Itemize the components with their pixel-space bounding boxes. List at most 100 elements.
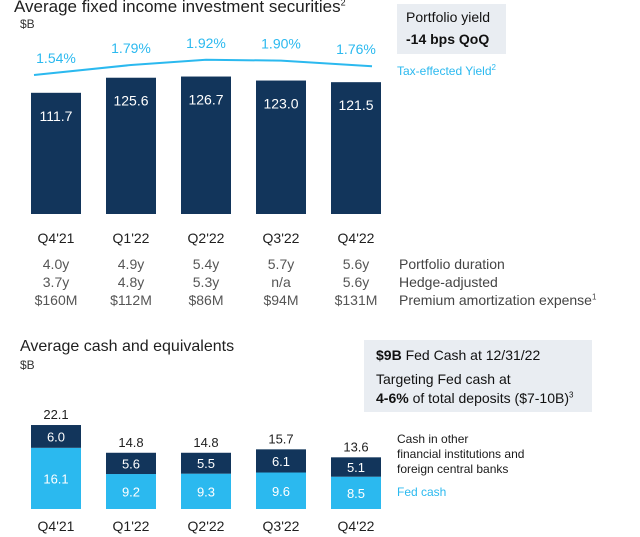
metric-label: Premium amortization expense1 bbox=[399, 292, 596, 308]
fed-cash-bar bbox=[31, 447, 81, 509]
other-cash-value: 5.1 bbox=[347, 460, 365, 475]
yield-line bbox=[33, 58, 373, 76]
metric-value: 4.0y bbox=[42, 256, 70, 272]
yield-legend: Tax-effected Yield2 bbox=[397, 60, 496, 79]
fed-cash-deposits: of total deposits ($7-10B) bbox=[408, 390, 569, 406]
metric-value: n/a bbox=[271, 274, 291, 290]
fixed-income-category: Q4'22 bbox=[338, 230, 375, 246]
yield-label: 1.76% bbox=[336, 41, 376, 57]
fed-cash-amount: $9B bbox=[376, 347, 402, 363]
cash-title: Average cash and equivalents bbox=[20, 338, 235, 355]
fixed-income-title: Average fixed income investment securiti… bbox=[14, 0, 346, 17]
legend-other-line3: foreign central banks bbox=[397, 462, 509, 476]
metric-label-text: Hedge-adjusted bbox=[399, 274, 498, 290]
yield-label: 1.79% bbox=[111, 40, 151, 56]
fed-cash-value: 8.5 bbox=[347, 486, 365, 501]
yield-label: 1.54% bbox=[36, 50, 76, 66]
cash-total-label: 15.7 bbox=[268, 431, 293, 446]
metric-value: 5.4y bbox=[192, 256, 220, 272]
fed-cash-value: 16.1 bbox=[43, 471, 68, 486]
yield-label: 1.92% bbox=[186, 35, 226, 51]
cash-category: Q1'22 bbox=[113, 518, 150, 534]
fixed-income-title-sup: 2 bbox=[340, 0, 346, 8]
fixed-income-bar-label: 111.7 bbox=[40, 108, 73, 124]
fed-cash-date: Fed Cash at 12/31/22 bbox=[401, 347, 541, 363]
yield-legend-text: Tax-effected Yield bbox=[397, 64, 492, 78]
cash-total-label: 22.1 bbox=[43, 407, 68, 422]
metric-value: 5.7y bbox=[267, 256, 295, 272]
metric-label: Hedge-adjusted bbox=[399, 274, 498, 290]
fixed-income-bar-label: 125.6 bbox=[113, 93, 148, 109]
fed-cash-callout: $9B Fed Cash at 12/31/22 Targeting Fed c… bbox=[364, 340, 592, 412]
metric-label-sup: 1 bbox=[591, 292, 597, 302]
metric-value: 3.7y bbox=[42, 274, 70, 290]
portfolio-yield-change: -14 bps QoQ bbox=[406, 31, 490, 47]
metric-value: 4.8y bbox=[117, 274, 145, 290]
legend-other-line2: financial institutions and bbox=[397, 447, 525, 461]
fixed-income-bar-label: 123.0 bbox=[263, 96, 298, 112]
metric-label-text: Premium amortization expense bbox=[399, 292, 592, 308]
metric-label: Portfolio duration bbox=[399, 256, 505, 272]
cash-total-label: 14.8 bbox=[118, 435, 143, 450]
fed-cash-value: 9.2 bbox=[122, 485, 140, 500]
fixed-income-category: Q3'22 bbox=[263, 230, 300, 246]
fixed-income-bar bbox=[331, 82, 381, 214]
cash-category: Q4'21 bbox=[38, 518, 75, 534]
metric-value: $86M bbox=[188, 292, 224, 308]
fed-cash-sup: 3 bbox=[569, 390, 574, 400]
metric-value: 5.6y bbox=[342, 274, 370, 290]
fixed-income-title-text: Average fixed income investment securiti… bbox=[14, 0, 341, 16]
other-cash-value: 5.5 bbox=[197, 456, 215, 471]
fixed-income-category: Q1'22 bbox=[113, 230, 150, 246]
metric-value: 5.6y bbox=[342, 256, 370, 272]
fixed-income-bar-label: 126.7 bbox=[188, 92, 223, 108]
other-cash-value: 6.0 bbox=[47, 429, 65, 444]
other-cash-bar bbox=[106, 452, 156, 475]
fed-cash-value: 9.3 bbox=[197, 484, 215, 499]
other-cash-value: 5.6 bbox=[122, 456, 140, 471]
fed-cash-target: 4-6% bbox=[376, 390, 409, 406]
fed-cash-bar bbox=[256, 472, 306, 509]
fed-cash-bar bbox=[181, 473, 231, 509]
fed-cash-line1: $9B Fed Cash at 12/31/22 bbox=[376, 347, 540, 363]
other-cash-bar bbox=[256, 449, 306, 473]
fed-cash-bar bbox=[106, 474, 156, 509]
fixed-income-category: Q2'22 bbox=[188, 230, 225, 246]
cash-category: Q3'22 bbox=[263, 518, 300, 534]
cash-unit: $B bbox=[20, 358, 35, 372]
fixed-income-unit: $B bbox=[20, 17, 35, 31]
cash-category: Q4'22 bbox=[338, 518, 375, 534]
fixed-income-category: Q4'21 bbox=[38, 230, 75, 246]
other-cash-bar bbox=[331, 457, 381, 477]
fed-cash-bar bbox=[331, 476, 381, 509]
yield-label: 1.90% bbox=[261, 36, 301, 52]
metric-value: $160M bbox=[34, 292, 78, 308]
other-cash-bar bbox=[181, 452, 231, 474]
fixed-income-bar bbox=[106, 77, 156, 214]
cash-total-label: 14.8 bbox=[193, 435, 218, 450]
metric-value: 5.3y bbox=[192, 274, 220, 290]
metric-value: $94M bbox=[263, 292, 299, 308]
fixed-income-bar bbox=[256, 80, 306, 214]
metric-value: $112M bbox=[110, 292, 152, 308]
legend-other-cash: Cash in other financial institutions and… bbox=[397, 432, 524, 477]
fixed-income-bar bbox=[181, 76, 231, 214]
portfolio-yield-callout: Portfolio yield -14 bps QoQ bbox=[397, 4, 506, 54]
metric-value: $131M bbox=[334, 292, 378, 308]
legend-fed-cash: Fed cash bbox=[397, 485, 447, 499]
legend-other-line1: Cash in other bbox=[397, 432, 469, 446]
metric-value: 4.9y bbox=[117, 256, 145, 272]
metric-label-text: Portfolio duration bbox=[399, 256, 505, 272]
fixed-income-chart: 111.7 Q4'21 125.6 Q1'22 126.7 Q2'22 123.0 Q3'22… bbox=[31, 35, 381, 246]
cash-category: Q2'22 bbox=[188, 518, 225, 534]
fed-cash-value: 9.6 bbox=[272, 484, 290, 499]
yield-legend-sup: 2 bbox=[491, 63, 496, 72]
fixed-income-bar-label: 121.5 bbox=[338, 97, 373, 113]
portfolio-yield-label: Portfolio yield bbox=[406, 9, 491, 25]
fed-cash-line2: Targeting Fed cash at bbox=[376, 371, 511, 387]
other-cash-bar bbox=[31, 425, 81, 448]
fed-cash-line3: 4-6% of total deposits ($7-10B)3 bbox=[376, 390, 573, 406]
fixed-income-bar bbox=[31, 92, 81, 214]
other-cash-value: 6.1 bbox=[272, 454, 290, 469]
